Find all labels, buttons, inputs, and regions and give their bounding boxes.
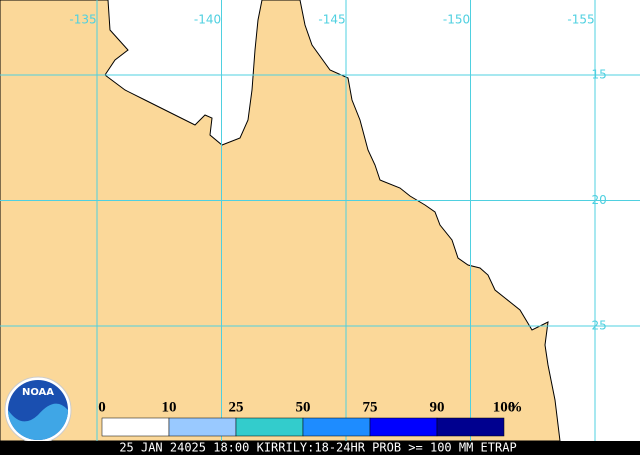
longitude-label: -155 [567, 13, 594, 27]
legend-swatch [101, 417, 170, 437]
legend-label: 75 [363, 399, 378, 415]
longitude-label: -150 [443, 13, 470, 27]
legend-label: 50 [296, 399, 311, 415]
caption-bar [0, 441, 640, 455]
legend-swatch [436, 417, 505, 437]
legend-label: 90 [430, 399, 445, 415]
latitude-label: -20 [587, 193, 607, 207]
legend-unit: % [508, 399, 523, 415]
legend-label: 25 [229, 399, 244, 415]
legend-swatch [168, 417, 237, 437]
land [0, 0, 561, 442]
legend-swatch [235, 417, 304, 437]
latitude-label: -25 [587, 319, 607, 333]
legend-label: 10 [162, 399, 177, 415]
latitude-label: -15 [587, 68, 607, 82]
legend-swatch [369, 417, 438, 437]
caption: 25 JAN 24025 18:00 KIRRILY:18-24HR PROB … [119, 441, 516, 455]
legend-label: 0 [98, 399, 106, 415]
legend-label: 100 [493, 399, 516, 415]
noaa-logo: NOAA [4, 376, 72, 444]
longitude-label: -135 [69, 13, 96, 27]
longitude-label: -145 [318, 13, 345, 27]
logo-text: NOAA [22, 387, 54, 398]
legend-swatch [302, 417, 371, 437]
longitude-label: -140 [194, 13, 221, 27]
